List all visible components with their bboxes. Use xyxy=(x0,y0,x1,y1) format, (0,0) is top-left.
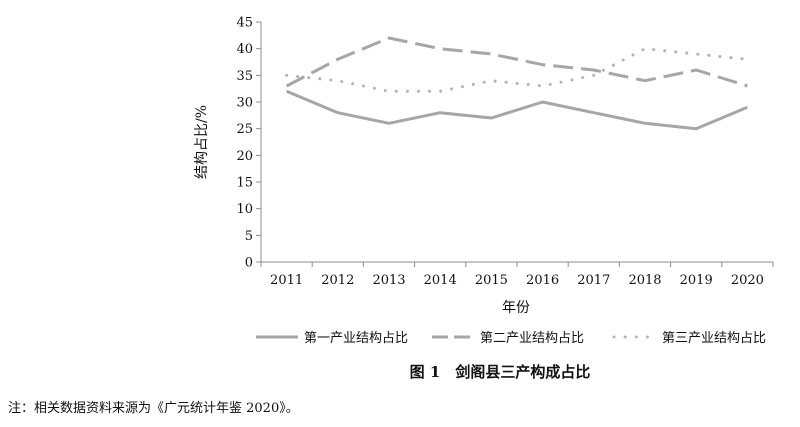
figure-title: 图 1 剑阁县三产构成占比 xyxy=(410,363,591,381)
series-line-2 xyxy=(285,36,748,88)
y-tick-label: 45 xyxy=(236,16,253,31)
y-tick-labels: 0 5 10 15 20 25 30 35 40 45 xyxy=(236,16,253,271)
y-tick-label: 20 xyxy=(236,149,253,164)
x-tick-labels: 2011 2012 2013 2014 2015 2016 2017 2018 2019 2020 xyxy=(270,273,764,288)
x-tick-label: 2020 xyxy=(731,273,764,288)
series-line-1 xyxy=(286,89,748,131)
y-tick-label: 0 xyxy=(245,256,253,271)
x-tick-label: 2017 xyxy=(577,273,610,288)
x-axis-title: 年份 xyxy=(502,300,530,316)
legend-label-1: 第一产业结构占比 xyxy=(304,331,408,346)
x-tick-label: 2014 xyxy=(424,273,457,288)
x-tick-label: 2016 xyxy=(526,273,559,288)
legend-label-3: 第三产业结构占比 xyxy=(662,331,766,346)
source-note: 注：相关数据资料来源为《广元统计年鉴 2020》。 xyxy=(8,401,299,416)
y-axis-title: 结构占比/% xyxy=(194,105,210,179)
plot-area xyxy=(256,21,774,267)
y-tick-label: 40 xyxy=(236,42,253,57)
x-tick-label: 2013 xyxy=(372,273,405,288)
x-tick-label: 2015 xyxy=(475,273,508,288)
y-tick-label: 35 xyxy=(236,69,253,84)
x-tick-label: 2019 xyxy=(680,273,713,288)
x-tick-label: 2018 xyxy=(628,273,661,288)
y-tick-label: 30 xyxy=(236,96,253,111)
x-tick-label: 2012 xyxy=(321,273,354,288)
y-tick-label: 5 xyxy=(245,229,253,244)
x-tick-label: 2011 xyxy=(270,273,303,288)
legend-label-2: 第二产业结构占比 xyxy=(480,331,584,346)
y-tick-label: 25 xyxy=(236,122,253,137)
y-tick-label: 15 xyxy=(236,176,253,191)
legend: 第一产业结构占比 第二产业结构占比 第三产业结构占比 xyxy=(256,331,766,346)
y-tick-label: 10 xyxy=(236,202,253,217)
series-line-3 xyxy=(285,47,749,93)
